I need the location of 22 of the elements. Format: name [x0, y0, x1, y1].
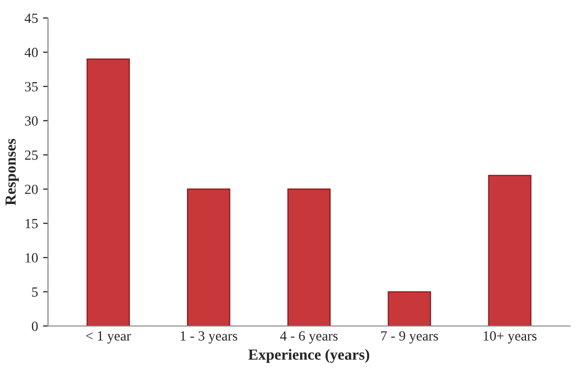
x-axis-title: Experience (years): [248, 349, 370, 363]
y-tick-label: 0: [32, 322, 38, 331]
x-tick-label: 1 - 3 years: [180, 331, 238, 344]
y-axis-title: Responses: [6, 138, 19, 206]
bar: [388, 291, 432, 326]
bar: [86, 58, 130, 326]
y-tick-label: 20: [25, 184, 38, 194]
y-tick-label: 35: [25, 82, 38, 92]
bar: [488, 174, 532, 326]
y-tick-label: 40: [24, 48, 38, 58]
x-tick-label: 10+ years: [484, 331, 537, 344]
x-tick-label: 7 - 9 years: [381, 331, 438, 344]
bar: [287, 188, 331, 326]
y-tick-label: 15: [26, 218, 38, 228]
y-tick-label: 30: [25, 116, 38, 126]
x-tick-label: 4 - 6 years: [280, 331, 338, 344]
y-tick-label: 45: [24, 14, 38, 23]
y-tick-label: 5: [32, 288, 38, 297]
y-tick-label: 10: [26, 253, 38, 263]
x-tick-label: < 1 year: [86, 331, 131, 344]
bar: [186, 188, 230, 326]
y-tick-label: 25: [25, 150, 38, 160]
